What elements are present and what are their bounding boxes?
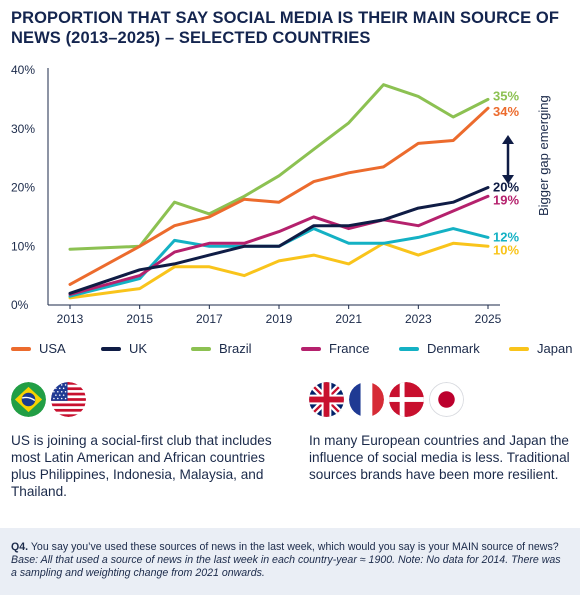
legend-swatch: [101, 346, 121, 351]
flags-left: [11, 382, 86, 417]
y-tick-label: 20%: [11, 181, 35, 195]
gap-arrow-head-up: [502, 135, 514, 144]
base-note: Base: All that used a source of news in …: [11, 554, 561, 580]
legend-label: UK: [129, 341, 148, 356]
y-tick-label: 0%: [11, 298, 29, 312]
uk-flag-icon: [309, 382, 344, 417]
legend-label: USA: [39, 341, 66, 356]
y-tick-label: 40%: [11, 63, 35, 77]
legend-swatch: [301, 346, 321, 351]
note-us-social-first: US is joining a social-first club that i…: [11, 433, 272, 499]
y-tick-label: 10%: [11, 239, 35, 253]
legend-item-japan: Japan: [509, 341, 572, 356]
legend-label: France: [329, 341, 370, 356]
denmark-flag-icon: [389, 382, 424, 417]
question-label: Q4.: [11, 541, 29, 553]
series-line-japan: [68, 241, 490, 300]
x-tick-label: 2015: [126, 312, 153, 326]
legend-item-usa: USA: [11, 341, 66, 356]
footer-note: Q4. You say you’ve used these sources of…: [0, 528, 580, 595]
legend-swatch: [399, 346, 419, 351]
end-label-brazil: 35%: [493, 88, 519, 103]
brazil-flag-icon: [11, 382, 46, 417]
legend-label: Denmark: [427, 341, 480, 356]
chart-legend: USA UK Brazil France Denmark Japan: [11, 341, 572, 361]
legend-swatch: [509, 346, 529, 351]
end-label-denmark: 12%: [493, 230, 519, 245]
x-tick-label: 2021: [335, 312, 362, 326]
x-tick-label: 2025: [475, 312, 502, 326]
x-tick-label: 2013: [57, 312, 84, 326]
chart-title: PROPORTION THAT SAY SOCIAL MEDIA IS THEI…: [11, 9, 560, 47]
note-europe-japan: In many European countries and Japan the…: [309, 433, 570, 482]
series-line-uk: [68, 186, 490, 295]
end-label-japan: 10%: [493, 242, 519, 257]
legend-swatch: [191, 346, 211, 351]
legend-swatch: [11, 346, 31, 351]
gap-annotation: Bigger gap emerging: [536, 95, 551, 216]
end-label-uk: 20%: [493, 180, 519, 195]
y-tick-label: 30%: [11, 122, 35, 136]
line-chart: 0% 10% 20% 30% 40% 2013 2015 2017 2019 2021 2023 20…: [11, 63, 551, 326]
legend-label: Brazil: [219, 341, 252, 356]
question-text: You say you’ve used these sources of new…: [28, 541, 559, 553]
gap-arrow-head-down: [502, 175, 514, 184]
legend-label: Japan: [537, 341, 573, 356]
x-tick-label: 2019: [266, 312, 293, 326]
series-line-usa: [68, 106, 490, 286]
legend-item-uk: UK: [101, 341, 147, 356]
legend-item-france: France: [301, 341, 369, 356]
series-line-brazil: [68, 83, 490, 251]
series-line-france: [68, 194, 490, 296]
flags-right: [309, 382, 464, 417]
footer-text: Q4. You say you’ve used these sources of…: [11, 541, 569, 581]
usa-flag-icon: [51, 382, 86, 417]
legend-item-denmark: Denmark: [399, 341, 480, 356]
x-tick-label: 2023: [405, 312, 432, 326]
x-tick-label: 2017: [196, 312, 223, 326]
legend-item-brazil: Brazil: [191, 341, 252, 356]
end-label-france: 19%: [493, 192, 519, 207]
end-label-usa: 34%: [493, 104, 519, 119]
france-flag-icon: [349, 382, 384, 417]
japan-flag-icon: [429, 382, 464, 417]
